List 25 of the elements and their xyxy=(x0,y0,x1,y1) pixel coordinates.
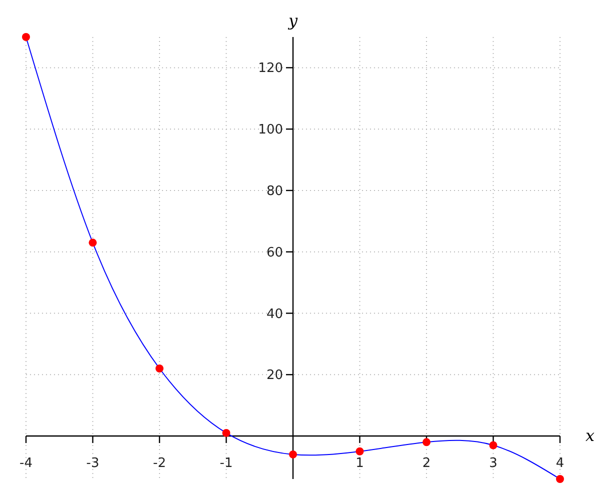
y-axis-title: y xyxy=(287,11,298,30)
y-tick-label: 120 xyxy=(258,61,283,76)
point xyxy=(422,438,430,446)
y-tick-label: 40 xyxy=(266,306,283,322)
x-axis-title: x xyxy=(585,426,595,446)
point xyxy=(489,441,498,450)
point xyxy=(88,238,97,247)
y-tick-label: 80 xyxy=(266,184,283,200)
x-tick-label: -4 xyxy=(20,456,32,472)
x-tick-label: 1 xyxy=(356,456,364,472)
point xyxy=(556,475,564,483)
y-tick-label: 100 xyxy=(258,122,283,138)
y-tick-label: 20 xyxy=(266,368,283,384)
x-tick-label: 2 xyxy=(422,456,431,472)
y-tick-label: 60 xyxy=(266,245,283,260)
x-tick-label: 3 xyxy=(489,456,498,472)
point xyxy=(22,33,30,41)
x-tick-label: -1 xyxy=(220,456,233,472)
x-tick-label: 4 xyxy=(556,456,564,472)
x-tick-label: -2 xyxy=(153,456,166,472)
point xyxy=(289,450,297,458)
point xyxy=(356,447,364,456)
x-tick-label: -3 xyxy=(86,456,100,472)
point xyxy=(156,364,164,372)
point xyxy=(222,428,230,437)
